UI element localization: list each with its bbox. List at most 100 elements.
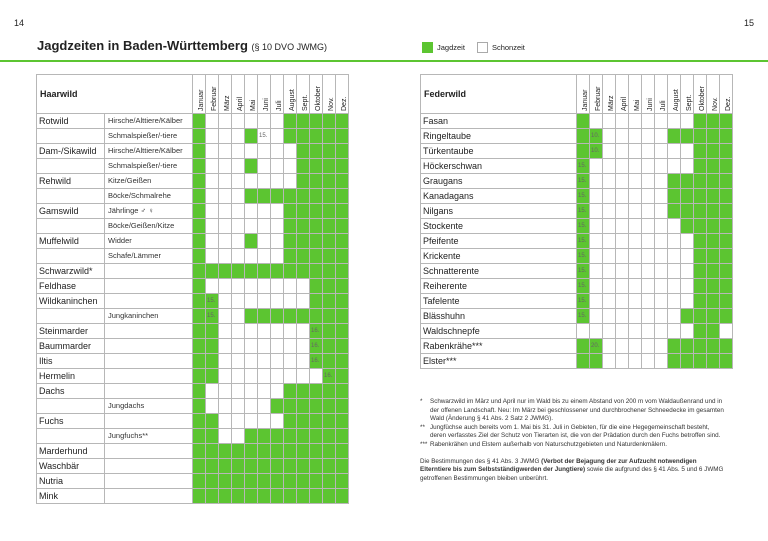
schonzeit-cell <box>602 143 616 159</box>
schonzeit-cell <box>231 428 246 444</box>
jagdzeit-cell: 16. <box>309 338 324 354</box>
table-row: Jungfuchs** <box>36 428 350 444</box>
schonzeit-cell <box>615 263 629 279</box>
jagdzeit-cell <box>283 233 298 249</box>
footnote: ** Jungfüchse auch bereits vom 1. Mai bis… <box>420 424 725 441</box>
date-note: 10. <box>591 148 600 154</box>
jagdzeit-cell: 15. <box>576 218 590 234</box>
jagdzeit-cell <box>244 188 259 204</box>
jagdzeit-cell <box>283 443 298 459</box>
closing-paragraph: Die Bestimmungen des § 41 Abs. 3 JWMG (V… <box>420 458 725 484</box>
jagdzeit-cell <box>205 428 220 444</box>
jagdzeit-cell <box>309 263 324 279</box>
date-note: 16. <box>324 373 333 379</box>
jagdzeit-cell <box>680 203 694 219</box>
jagdzeit-cell <box>231 263 246 279</box>
schonzeit-cell <box>244 293 259 309</box>
jagdzeit-cell <box>192 278 207 294</box>
jagdzeit-cell <box>192 218 207 234</box>
jagdzeit-cell <box>335 128 350 144</box>
schonzeit-cell <box>231 188 246 204</box>
species-name: Iltis <box>36 353 105 369</box>
haarwild-header: Haarwild <box>35 74 194 114</box>
table-row: Schafe/Lämmer <box>36 248 350 264</box>
species-name: Reiherente <box>420 278 577 294</box>
schonzeit-cell <box>654 203 668 219</box>
schonzeit-cell <box>628 188 642 204</box>
jagdzeit-cell <box>283 473 298 489</box>
federwild-table: Federwild Januar Februar März April Mai Juni Ju… <box>420 74 733 369</box>
jagdzeit-cell: 16. <box>322 368 337 384</box>
jagdzeit-cell <box>322 383 337 399</box>
jagdzeit-cell <box>270 428 285 444</box>
jagdzeit-cell <box>309 443 324 459</box>
jagdzeit-cell <box>706 113 720 129</box>
species-class: Böcke/Geißen/Kitze <box>103 218 194 234</box>
month-header: Sept. <box>296 74 311 114</box>
jagdzeit-cell <box>296 263 311 279</box>
federwild-header: Federwild <box>420 74 577 114</box>
jagdzeit-cell <box>192 443 207 459</box>
schonzeit-cell <box>231 368 246 384</box>
schonzeit-cell <box>218 188 233 204</box>
jagdzeit-cell <box>322 458 337 474</box>
schonzeit-cell <box>218 338 233 354</box>
jagdzeit-cell <box>218 443 233 459</box>
table-row: Feldhase <box>36 278 350 294</box>
jagdzeit-cell <box>309 278 324 294</box>
schonzeit-cell <box>654 173 668 189</box>
jagdzeit-cell <box>309 428 324 444</box>
schonzeit-cell <box>602 188 616 204</box>
month-label: Juni <box>263 98 271 111</box>
schonzeit-cell <box>602 158 616 174</box>
jagdzeit-cell <box>719 143 733 159</box>
schonzeit-cell <box>615 338 629 354</box>
schonzeit-cell <box>654 113 668 129</box>
schonzeit-cell <box>218 158 233 174</box>
table-row: Gamswild Jährlinge ♂ ♀ <box>36 203 350 219</box>
schonzeit-cell <box>205 143 220 159</box>
schonzeit-cell <box>641 188 655 204</box>
schonzeit-cell <box>615 248 629 264</box>
species-name <box>36 158 105 174</box>
schonzeit-cell <box>231 353 246 369</box>
schonzeit-cell <box>615 353 629 369</box>
schonzeit-cell <box>283 368 298 384</box>
jagdzeit-cell <box>309 413 324 429</box>
table-row: Waldschnepfe <box>420 323 733 339</box>
table-row: Jungkaninchen 15. <box>36 308 350 324</box>
page-number-left: 14 <box>14 18 25 28</box>
schonzeit-cell <box>667 113 681 129</box>
jagdzeit-cell <box>335 113 350 129</box>
month-label: August <box>289 89 297 111</box>
table-row: Schmalspießer/-tiere 15. <box>36 128 350 144</box>
jagdzeit-cell <box>322 248 337 264</box>
schonzeit-cell <box>719 323 733 339</box>
jagdzeit-cell <box>192 128 207 144</box>
schonzeit-cell <box>231 233 246 249</box>
month-label: Juli <box>276 100 284 111</box>
table-row: Türkentaube 10. <box>420 143 733 159</box>
jagdzeit-cell <box>192 188 207 204</box>
jagdzeit-cell <box>231 473 246 489</box>
jagdzeit-cell <box>192 293 207 309</box>
species-name: Höckerschwan <box>420 158 577 174</box>
jagdzeit-cell <box>693 353 707 369</box>
jagdzeit-cell <box>322 413 337 429</box>
species-name: Nilgans <box>420 203 577 219</box>
species-class: Hirsche/Alttiere/Kälber <box>103 113 194 129</box>
footnote-marker: *** <box>420 440 428 448</box>
schonzeit-cell <box>628 323 642 339</box>
month-label: Januar <box>582 89 589 111</box>
species-name: Fasan <box>420 113 577 129</box>
jagdzeit-cell <box>296 113 311 129</box>
schonzeit-cell <box>615 308 629 324</box>
schonzeit-cell <box>589 158 603 174</box>
schonzeit-cell <box>218 218 233 234</box>
schonzeit-cell <box>257 173 272 189</box>
schonzeit-cell <box>576 323 590 339</box>
jagdzeit-cell <box>335 143 350 159</box>
jagdzeit-cell <box>589 353 603 369</box>
schonzeit-cell <box>628 113 642 129</box>
schonzeit-cell <box>654 323 668 339</box>
